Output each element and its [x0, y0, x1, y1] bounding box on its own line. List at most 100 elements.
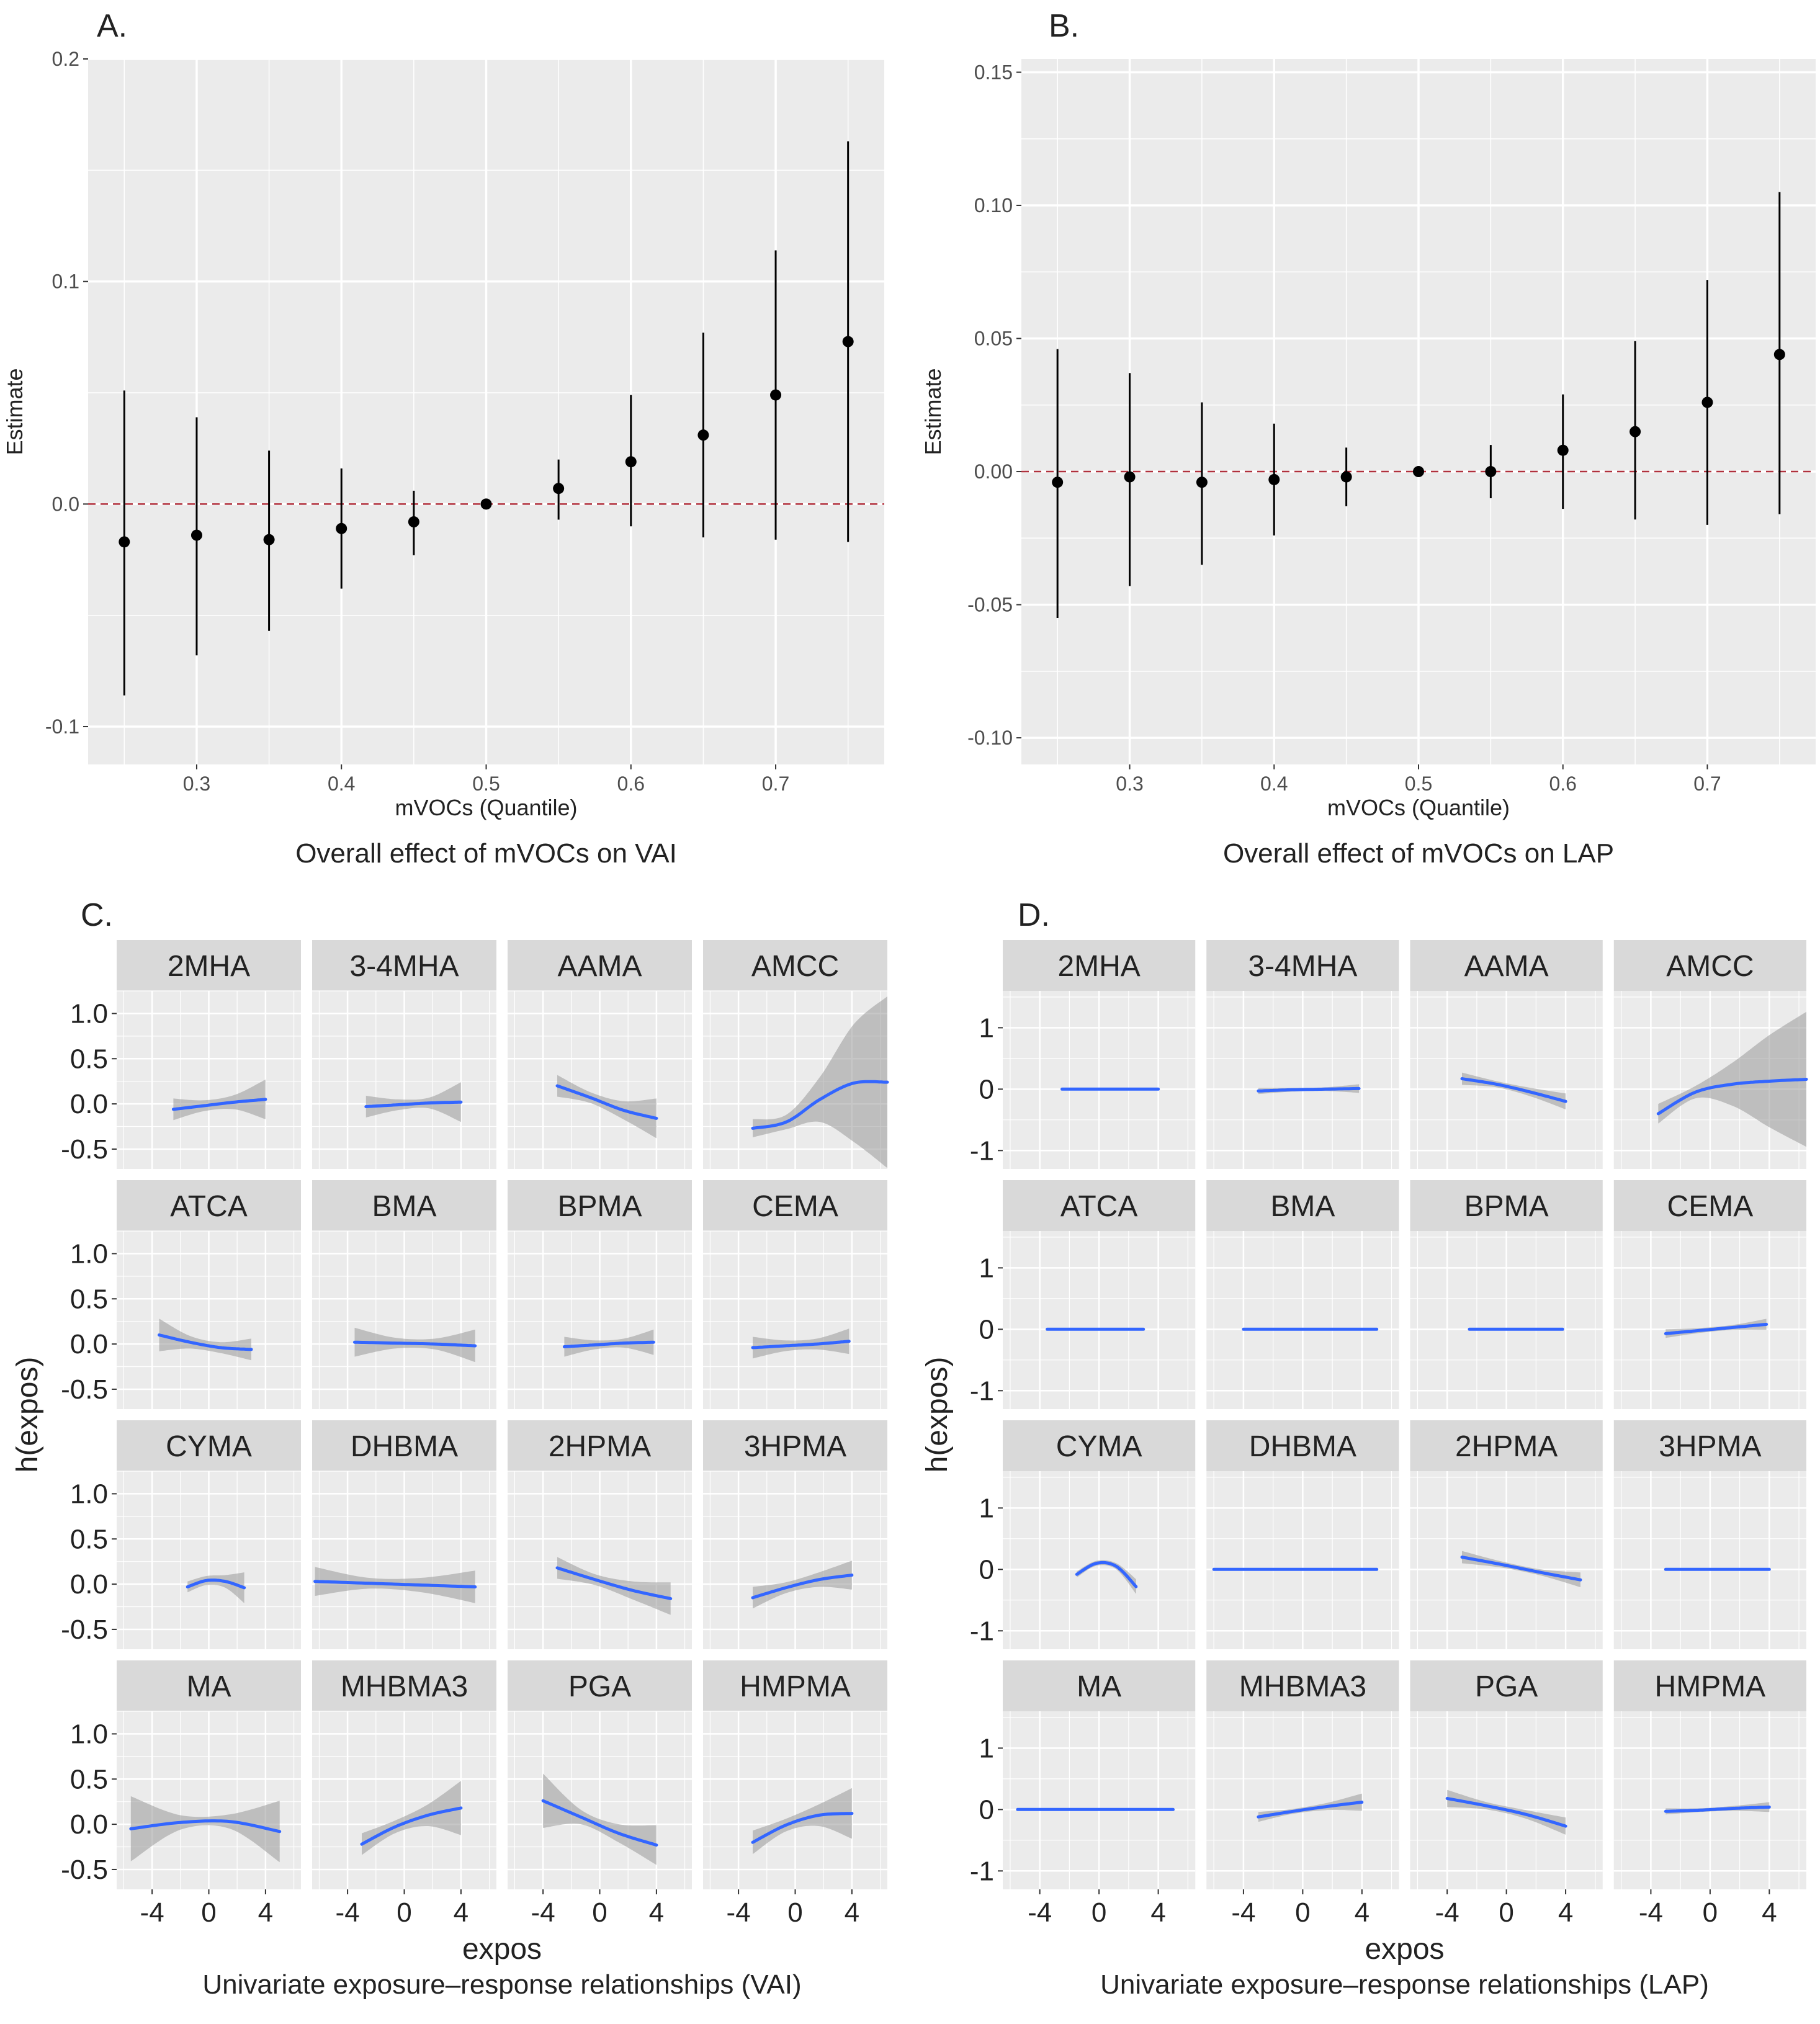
- smooth-curve: [364, 1100, 463, 1108]
- estimate-point: [697, 429, 709, 441]
- facet-label: DHBMA: [351, 1430, 458, 1463]
- smooth-curve: [171, 1098, 267, 1111]
- facet-atca: ATCA -0.5 0.0 0.5 1.0: [61, 1180, 301, 1409]
- smooth-curve: [1664, 1805, 1771, 1813]
- facet-hmpma: HMPMA -4 0 4: [703, 1660, 887, 1928]
- facet-strip: [1003, 1420, 1196, 1471]
- estimate-point: [1629, 426, 1641, 437]
- facet-label: 3HPMA: [744, 1430, 846, 1463]
- y-tick-label: 0.00: [974, 460, 1013, 483]
- y-tick-label: -1: [970, 1616, 994, 1646]
- y-tick-label: 0.5: [70, 1044, 108, 1074]
- x-tick-label: 0: [201, 1897, 216, 1928]
- lap-exposure-response-facets: 2MHA -1 0 1 3-4MHA AAMA AMCC ATCA -1 0 1 BMA BPMA CEM…: [921, 940, 1808, 2000]
- x-axis-label: expos: [1365, 1933, 1444, 1966]
- facet-dhbma: DHBMA: [312, 1420, 496, 1649]
- facet-label: BPMA: [1464, 1190, 1549, 1223]
- x-tick-label: 0.3: [183, 772, 210, 795]
- x-tick-label: -4: [531, 1897, 555, 1928]
- y-tick-label: 0.0: [70, 1089, 108, 1119]
- facet-label: 2HPMA: [1455, 1430, 1558, 1463]
- facet-strip: [1410, 1420, 1603, 1471]
- facet-label: DHBMA: [1249, 1430, 1356, 1463]
- estimate-point: [336, 522, 347, 534]
- panel-b-letter: B.: [1049, 8, 1080, 44]
- facet-bma: BMA: [1206, 1180, 1399, 1409]
- y-tick-label: 0.0: [70, 1329, 108, 1359]
- estimate-point: [408, 516, 419, 528]
- x-tick-label: 0: [1295, 1897, 1310, 1928]
- x-tick-label: -4: [1435, 1897, 1459, 1928]
- facet-label: HMPMA: [1655, 1670, 1766, 1703]
- facet-label: CEMA: [1667, 1190, 1754, 1223]
- facet-aama: AAMA: [1410, 940, 1603, 1169]
- facet-strip: [1613, 1180, 1806, 1231]
- facet-2mha: 2MHA -0.5 0.0 0.5 1.0: [61, 940, 301, 1169]
- x-tick-label: 0: [1499, 1897, 1513, 1928]
- facet-strip: [1206, 1180, 1399, 1231]
- facet-3-4mha: 3-4MHA: [1206, 940, 1399, 1169]
- x-tick-label: 4: [1355, 1897, 1369, 1928]
- y-tick-label: 0.10: [974, 194, 1013, 217]
- smooth-curve: [129, 1819, 282, 1834]
- x-axis-label: mVOCs (Quantile): [395, 795, 577, 820]
- facet-cema: CEMA: [703, 1180, 887, 1409]
- smooth-curve: [751, 1574, 854, 1600]
- y-tick-label: 0: [979, 1314, 994, 1345]
- panel-c-letter: C.: [81, 897, 113, 933]
- chart-caption: Univariate exposure–response relationshi…: [202, 1969, 801, 2000]
- y-tick-label: 0: [979, 1554, 994, 1585]
- chart-caption: Univariate exposure–response relationshi…: [1100, 1969, 1709, 2000]
- confidence-band: [130, 1796, 280, 1863]
- facet-ma: MA -0.5 0.0 0.5 1.0 -4 0 4: [61, 1660, 301, 1928]
- facet-strip: [1410, 1660, 1603, 1711]
- facet-strip: [1410, 1180, 1603, 1231]
- facet-bpma: BPMA: [508, 1180, 692, 1409]
- estimate-point: [480, 498, 492, 510]
- y-tick-label: 1: [979, 1013, 994, 1043]
- vai-overall-effect-chart: 0.3 0.4 0.5 0.6 0.7 -0.1 0.0 0.1 0.2 mVOCs (Quant…: [2, 48, 884, 869]
- facet-label: AMCC: [1666, 950, 1754, 983]
- facet-label: 3HPMA: [1659, 1430, 1761, 1463]
- estimate-point: [770, 389, 782, 401]
- facet-strip: [508, 1420, 692, 1471]
- confidence-band: [1447, 1789, 1566, 1835]
- y-tick-label: 0.0: [70, 1809, 108, 1840]
- facet-strip: [1206, 1660, 1399, 1711]
- x-tick-label: 0.6: [1549, 772, 1576, 795]
- y-tick-label: 0: [979, 1794, 994, 1825]
- facet-strip: [508, 940, 692, 991]
- y-tick-label: -0.5: [61, 1134, 108, 1165]
- x-tick-label: 4: [258, 1897, 273, 1928]
- chart-caption: Overall effect of mVOCs on LAP: [1223, 838, 1614, 869]
- x-tick-label: -4: [336, 1897, 360, 1928]
- y-tick-label: 1.0: [70, 998, 108, 1029]
- confidence-band: [557, 1075, 657, 1139]
- y-tick-label: 1: [979, 1493, 994, 1523]
- smooth-curve: [751, 1340, 851, 1350]
- facet-aama: AAMA: [508, 940, 692, 1169]
- smooth-curve: [313, 1580, 477, 1588]
- smooth-curve: [751, 1812, 854, 1844]
- chart-caption: Overall effect of mVOCs on VAI: [295, 838, 677, 869]
- facet-2mha: 2MHA -1 0 1: [970, 940, 1196, 1169]
- y-tick-label: 1.0: [70, 1238, 108, 1269]
- facet-bpma: BPMA: [1410, 1180, 1603, 1409]
- estimate-point: [1124, 471, 1136, 483]
- confidence-band: [365, 1082, 461, 1122]
- y-tick-label: 1: [979, 1733, 994, 1763]
- facet-atca: ATCA -1 0 1: [970, 1180, 1196, 1409]
- x-tick-label: 4: [1762, 1897, 1777, 1928]
- facet-mhbma3: MHBMA3 -4 0 4: [1206, 1660, 1399, 1928]
- facet-label: AAMA: [1464, 950, 1549, 983]
- x-tick-label: 0.7: [1693, 772, 1721, 795]
- x-tick-label: 0: [397, 1897, 411, 1928]
- estimate-point: [1268, 473, 1280, 485]
- smooth-curve: [186, 1578, 246, 1590]
- facet-3-4mha: 3-4MHA: [312, 940, 496, 1169]
- estimate-point: [1557, 444, 1569, 456]
- facet-2hpma: 2HPMA: [1410, 1420, 1603, 1649]
- y-tick-label: 0.05: [974, 328, 1013, 350]
- facet-strip: [1613, 940, 1806, 991]
- panel-d-letter: D.: [1018, 897, 1050, 933]
